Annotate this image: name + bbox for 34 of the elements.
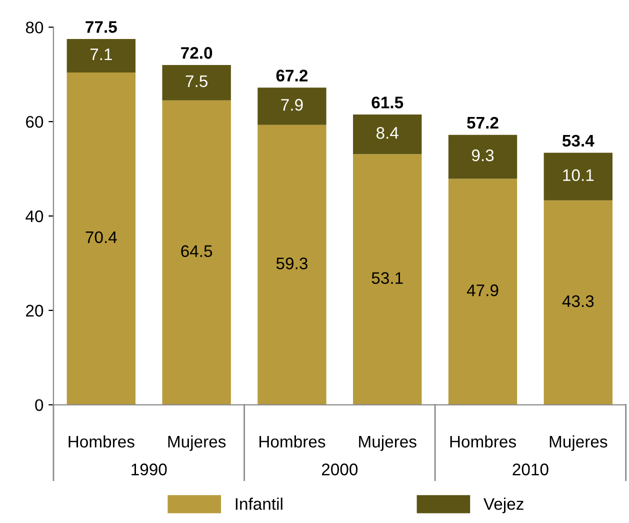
x-tick-label: Hombres — [450, 435, 516, 448]
data-label: 53.1 — [372, 272, 403, 284]
data-label: 7.5 — [186, 76, 208, 88]
text: 1990 — [132, 464, 167, 476]
data-label: 7.9 — [281, 98, 303, 111]
total-label: 61.5 — [372, 96, 404, 108]
y-tick-label: 0 — [35, 399, 44, 412]
total-label: 72.0 — [181, 47, 212, 59]
x-tick-label: Mujeres — [550, 435, 608, 451]
data-label: 70.4 — [86, 231, 117, 244]
data-label: 47.9 — [466, 284, 498, 296]
x-tick-label: Mujeres — [359, 435, 416, 451]
text: 2010 — [512, 464, 548, 476]
x-tick-label: Mujeres — [168, 435, 226, 451]
data-label: 59.3 — [276, 258, 308, 270]
data-label: 43.3 — [562, 295, 594, 308]
data-label: 9.3 — [472, 149, 494, 162]
legend-label: Vejez — [484, 498, 524, 514]
data-label: 8.4 — [376, 127, 398, 139]
x-tick-label: Hombres — [260, 435, 326, 448]
total-label: 67.2 — [276, 70, 308, 82]
data-label: 7.1 — [90, 48, 112, 60]
data-label: 10.1 — [563, 169, 594, 182]
y-tick-label: 40 — [26, 210, 44, 222]
data-label: 64.5 — [181, 245, 212, 258]
y-tick-label: 60 — [26, 116, 44, 128]
total-label: 57.2 — [467, 116, 498, 129]
total-label: 77.5 — [86, 21, 117, 33]
x-tick-label: Hombres — [68, 435, 134, 448]
y-tick-label: 20 — [26, 304, 44, 317]
legend-label: Infantil — [236, 498, 282, 510]
total-label: 53.4 — [562, 134, 594, 147]
text: 2000 — [322, 464, 358, 476]
y-tick-label: 80 — [26, 22, 44, 34]
